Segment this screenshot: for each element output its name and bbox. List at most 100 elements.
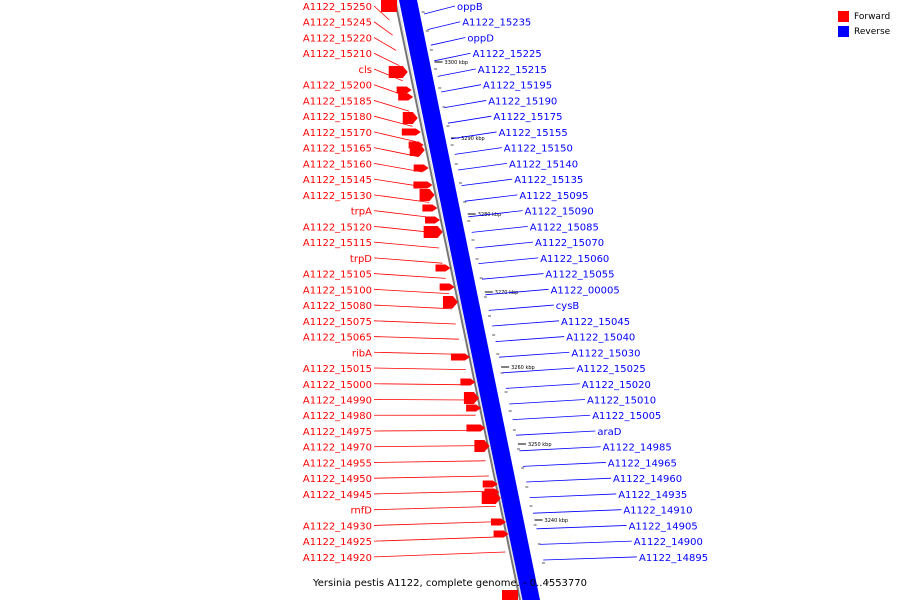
gene-label-reverse: A1122_15085 xyxy=(530,222,599,233)
gene-label-reverse: A1122_15190 xyxy=(488,96,557,107)
forward-feature xyxy=(450,353,470,361)
gene-label-forward: A1122_15080 xyxy=(303,301,372,312)
gene-label-forward: A1122_15245 xyxy=(303,18,372,29)
gene-label-reverse: A1122_15040 xyxy=(566,333,635,344)
gene-leader-reverse xyxy=(471,225,528,233)
genome-caption: Yersinia pestis A1122, complete genome. … xyxy=(312,578,588,589)
gene-label-forward: A1122_15250 xyxy=(303,2,372,13)
gene-leader-forward xyxy=(373,445,483,448)
gene-leader-forward xyxy=(373,115,413,127)
gene-leader-reverse xyxy=(458,163,508,171)
gene-leader-forward xyxy=(373,52,400,66)
gene-leader-reverse xyxy=(509,399,586,405)
gene-leader-forward xyxy=(373,131,417,142)
forward-feature xyxy=(413,181,433,189)
forward-feature xyxy=(396,86,412,94)
gene-leader-forward xyxy=(373,37,397,51)
gene-label-reverse: oppD xyxy=(467,33,494,44)
gene-label-forward: A1122_15210 xyxy=(303,49,372,60)
gene-label-reverse: A1122_15155 xyxy=(499,128,568,139)
gene-label-forward: A1122_15180 xyxy=(303,112,372,123)
gene-leader-reverse xyxy=(502,367,575,374)
forward-feature xyxy=(402,112,418,124)
gene-leader-reverse xyxy=(536,525,627,530)
gene-leader-reverse xyxy=(447,115,492,124)
scale-label: 3250 kbp xyxy=(528,442,552,448)
gene-label-forward: A1122_14925 xyxy=(303,537,372,548)
gene-label-reverse: A1122_15020 xyxy=(582,380,651,391)
forward-feature xyxy=(442,296,458,308)
backbone-line xyxy=(394,0,521,600)
forward-feature xyxy=(409,144,425,156)
forward-feature xyxy=(413,164,429,172)
gene-leader-forward xyxy=(373,506,496,511)
gene-leader-reverse xyxy=(522,462,606,467)
forward-feature xyxy=(481,492,501,504)
legend-reverse: Reverse xyxy=(838,24,890,39)
gene-label-forward: trpA xyxy=(351,207,372,218)
gene-leader-forward xyxy=(373,210,433,218)
gene-label-forward: A1122_15120 xyxy=(303,222,372,233)
gene-leader-reverse xyxy=(495,336,565,342)
gene-label-forward: A1122_15065 xyxy=(303,333,372,344)
forward-feature xyxy=(460,378,476,386)
gene-label-reverse: A1122_15025 xyxy=(577,364,646,375)
gene-label-forward: A1122_14990 xyxy=(303,396,372,407)
gene-label-reverse: A1122_15195 xyxy=(483,81,552,92)
gene-label-forward: A1122_15100 xyxy=(303,285,372,296)
gene-leader-forward xyxy=(373,225,436,234)
gene-label-forward: A1122_15160 xyxy=(303,159,372,170)
gene-label-forward: A1122_15015 xyxy=(303,364,372,375)
gene-label-reverse: A1122_14985 xyxy=(603,443,672,454)
gene-leader-reverse xyxy=(468,210,523,218)
gene-leader-reverse xyxy=(533,509,622,514)
gene-label-reverse: A1122_15150 xyxy=(504,144,573,155)
gene-leader-reverse xyxy=(519,446,601,452)
gene-label-forward: ribA xyxy=(352,348,372,359)
forward-feature xyxy=(423,226,443,238)
gene-label-forward: rnfD xyxy=(351,506,373,517)
gene-leader-forward xyxy=(373,475,489,479)
gene-leader-forward xyxy=(373,147,420,158)
gene-label-forward: A1122_15075 xyxy=(303,317,372,328)
legend: Forward Reverse xyxy=(838,9,890,39)
gene-leader-reverse xyxy=(434,52,471,62)
gene-leader-reverse xyxy=(478,257,539,264)
gene-label-reverse: A1122_15055 xyxy=(545,270,614,281)
gene-label-reverse: A1122_15135 xyxy=(514,175,583,186)
gene-label-forward: A1122_15115 xyxy=(303,238,372,249)
gene-label-reverse: A1122_14935 xyxy=(618,490,687,501)
gene-leader-forward xyxy=(373,336,460,340)
gene-leader-reverse xyxy=(498,351,570,358)
backbone-highlight xyxy=(396,0,523,600)
gene-label-reverse: A1122_14910 xyxy=(623,506,692,517)
gene-leader-forward xyxy=(373,194,430,203)
gene-label-forward: A1122_14950 xyxy=(303,474,372,485)
gene-label-forward: A1122_15165 xyxy=(303,144,372,155)
gene-leader-forward xyxy=(373,241,440,249)
forward-feature xyxy=(401,128,421,136)
forward-feature xyxy=(425,216,441,224)
forward-feature xyxy=(435,264,451,272)
scale-label: 3280 kbp xyxy=(478,212,502,218)
gene-label-forward: A1122_15220 xyxy=(303,33,372,44)
gene-label-forward: A1122_14980 xyxy=(303,411,372,422)
gene-label-reverse: A1122_15030 xyxy=(571,348,640,359)
gene-label-forward: A1122_14920 xyxy=(303,553,372,564)
forward-feature xyxy=(466,404,482,412)
gene-label-forward: A1122_15200 xyxy=(303,81,372,92)
gene-label-reverse: araD xyxy=(597,427,621,438)
gene-leader-reverse xyxy=(485,288,549,296)
gene-label-reverse: A1122_15095 xyxy=(519,191,588,202)
gene-leader-forward xyxy=(373,21,393,36)
gene-leader-reverse xyxy=(427,21,461,30)
gene-leader-forward xyxy=(373,288,450,294)
gene-label-reverse: cysB xyxy=(556,301,580,312)
gene-label-reverse: A1122_15045 xyxy=(561,317,630,328)
gene-label-reverse: A1122_15070 xyxy=(535,238,604,249)
forward-feature xyxy=(482,480,498,488)
forward-feature xyxy=(398,93,414,101)
gene-label-reverse: A1122_14900 xyxy=(634,537,703,548)
gene-leader-forward xyxy=(373,5,390,21)
